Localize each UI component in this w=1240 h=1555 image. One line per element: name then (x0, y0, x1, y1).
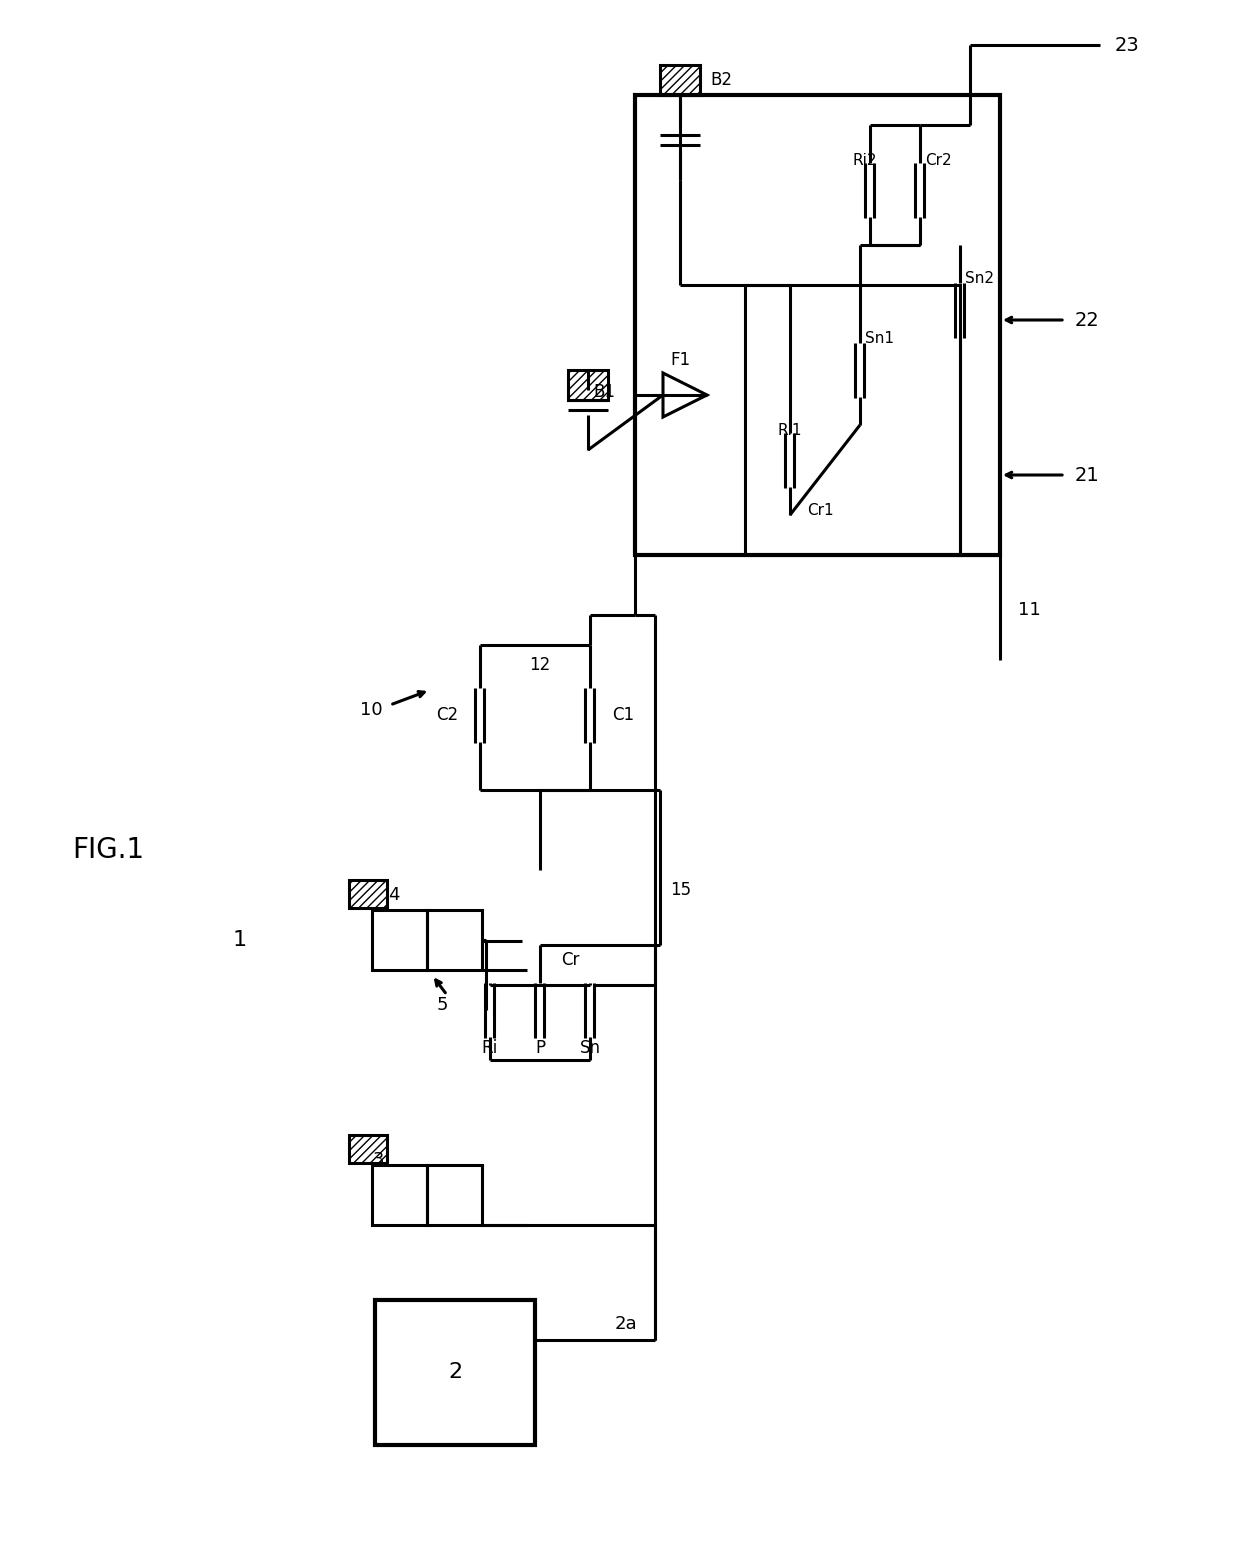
Text: 3: 3 (373, 1151, 384, 1169)
Text: 21: 21 (1075, 465, 1100, 485)
Bar (374, 1300, 534, 1445)
Text: 2: 2 (448, 1362, 463, 1382)
Bar (745, 285, 960, 555)
Text: 2a: 2a (615, 1316, 637, 1333)
Text: Sn: Sn (579, 1039, 600, 1057)
Text: 1: 1 (233, 930, 247, 950)
Bar (372, 1165, 427, 1225)
Text: FIG.1: FIG.1 (72, 837, 144, 865)
Text: 10: 10 (360, 701, 383, 718)
Text: Cr: Cr (560, 952, 579, 969)
Text: Ri2: Ri2 (853, 152, 877, 168)
Bar (660, 65, 701, 95)
Bar (635, 95, 999, 555)
Text: C2: C2 (436, 706, 458, 725)
Text: 12: 12 (529, 656, 551, 673)
Bar (348, 1135, 387, 1163)
Bar (427, 910, 482, 970)
Text: 23: 23 (1115, 36, 1140, 54)
Text: Ri1: Ri1 (777, 423, 802, 437)
Bar (427, 1165, 482, 1225)
Bar (568, 370, 608, 400)
Bar (372, 910, 427, 970)
Text: B1: B1 (593, 383, 615, 401)
Text: 11: 11 (1018, 600, 1040, 619)
Text: Cr2: Cr2 (925, 152, 951, 168)
Bar (348, 880, 387, 908)
Text: Cr1: Cr1 (807, 502, 833, 518)
Text: P: P (534, 1039, 546, 1057)
Text: C1: C1 (613, 706, 634, 725)
Text: Sn2: Sn2 (965, 271, 994, 286)
Text: B2: B2 (711, 72, 732, 89)
Text: Ri: Ri (482, 1039, 498, 1057)
Text: 15: 15 (670, 882, 691, 899)
Text: 22: 22 (1075, 311, 1100, 330)
Text: 4: 4 (388, 886, 399, 903)
Text: 5: 5 (436, 997, 449, 1014)
Text: Sn1: Sn1 (866, 331, 894, 345)
Text: F1: F1 (670, 351, 691, 369)
